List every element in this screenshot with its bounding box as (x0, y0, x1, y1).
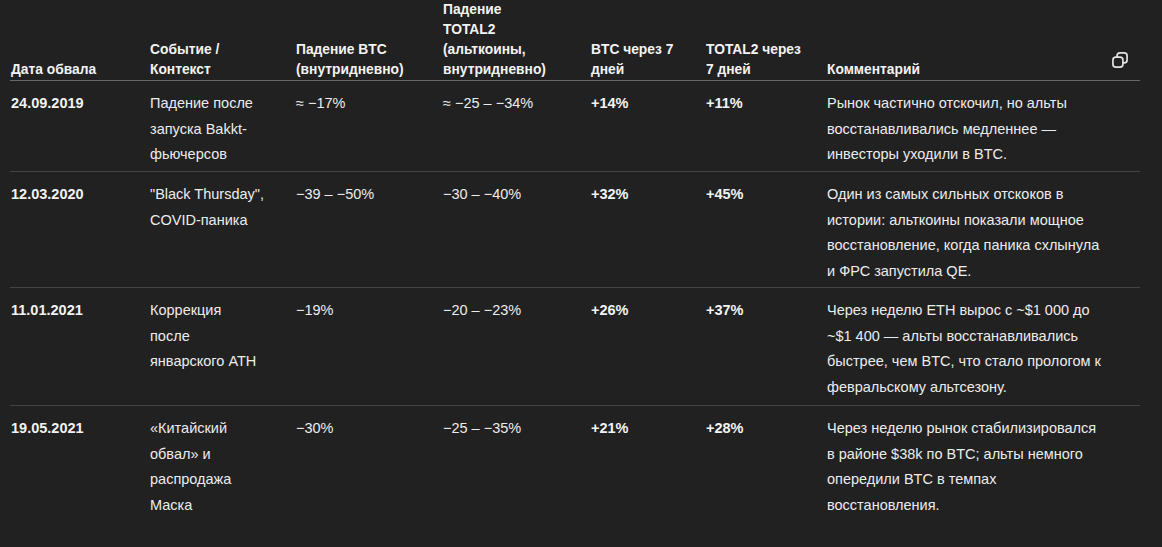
total2-7d-cell: +28% (705, 406, 826, 442)
table-row: 11.01.2021 Коррекция после январского AT… (10, 288, 1140, 406)
event-cell: "Black Thursday", COVID-паника (149, 172, 295, 233)
btc-drop-cell: −39 – −50% (295, 172, 442, 208)
total2-drop-cell: −20 – −23% (442, 288, 590, 324)
btc-7d-cell: +32% (590, 172, 705, 208)
btc-drop-cell: −19% (295, 288, 442, 324)
table-row: 24.09.2019 Падение после запуска Bakkt- … (10, 81, 1140, 172)
btc-7d-cell: +26% (590, 288, 705, 324)
comment-cell: Один из самых сильных отскоков в истории… (826, 172, 1140, 284)
column-header-comment: Комментарий (826, 60, 1140, 90)
comment-cell: Через неделю рынок стабилизировался в ра… (826, 406, 1140, 518)
table-row: 19.05.2021 «Китайский обвал» и распродаж… (10, 406, 1140, 547)
column-header-event: Событие / Контекст (149, 40, 295, 90)
comment-cell: Через неделю ETH вырос с ~$1 000 до ~$1 … (826, 288, 1140, 400)
copy-table-button[interactable] (1108, 48, 1132, 72)
total2-7d-cell: +45% (705, 172, 826, 208)
column-header-total2-drop: Падение TOTAL2 (альткоины, внутридневно) (442, 0, 590, 90)
crash-recovery-table: Дата обвала Событие / Контекст Падение B… (10, 0, 1140, 547)
crash-date-cell: 19.05.2021 (10, 406, 149, 442)
table-header-row: Дата обвала Событие / Контекст Падение B… (10, 0, 1140, 81)
crypto-crash-table-screen: Дата обвала Событие / Контекст Падение B… (0, 0, 1162, 547)
event-cell: Падение после запуска Bakkt- фьючерсов (149, 81, 295, 168)
total2-7d-cell: +37% (705, 288, 826, 324)
event-cell: «Китайский обвал» и распродажа Маска (149, 406, 295, 518)
btc-7d-cell: +21% (590, 406, 705, 442)
table-row: 12.03.2020 "Black Thursday", COVID-паник… (10, 172, 1140, 288)
column-header-total2-7d: TOTAL2 через 7 дней (705, 40, 826, 90)
total2-drop-cell: −25 – −35% (442, 406, 590, 442)
column-header-btc-drop: Падение BTC (внутридневно) (295, 40, 442, 90)
comment-cell: Рынок частично отскочил, но альты восста… (826, 81, 1140, 168)
total2-drop-cell: −30 – −40% (442, 172, 590, 208)
event-cell: Коррекция после январского ATH (149, 288, 295, 375)
btc-drop-cell: −30% (295, 406, 442, 442)
crash-date-cell: 11.01.2021 (10, 288, 149, 324)
column-header-crash-date: Дата обвала (10, 60, 149, 90)
copy-icon (1110, 50, 1130, 70)
crash-date-cell: 12.03.2020 (10, 172, 149, 208)
column-header-btc-7d: BTC через 7 дней (590, 40, 705, 90)
